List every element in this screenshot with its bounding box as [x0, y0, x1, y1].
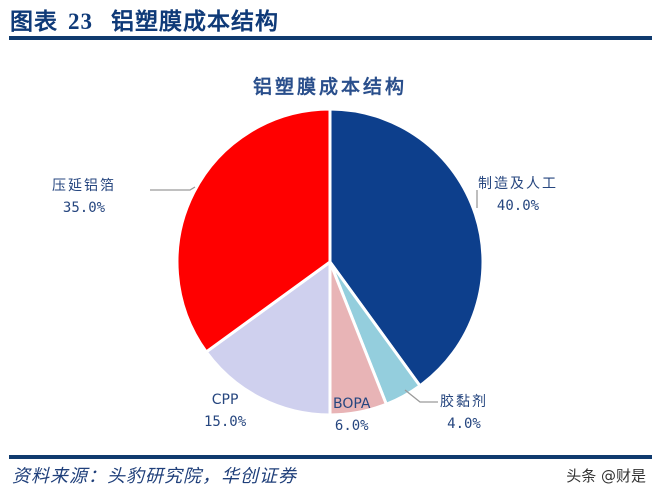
label-adhesive: 胶黏剂 4.0% [440, 394, 488, 432]
chart-title: 铝塑膜成本结构 [252, 76, 407, 98]
label-bopa: BOPA 6.0% [333, 396, 371, 434]
leader-line-aluminum [150, 186, 196, 191]
figure-number: 23 [68, 9, 93, 34]
label-aluminum-foil: 压延铝箔 35.0% [52, 178, 116, 216]
leader-line-adhesive [404, 389, 438, 403]
pie-slice [175, 107, 332, 354]
label-cpp: CPP 15.0% [204, 392, 247, 430]
figure-title: 图表 23 铝塑膜成本结构 [10, 2, 279, 35]
pie-slice [328, 107, 485, 388]
source-note: 资料来源：头豹研究院，华创证券 [12, 466, 297, 487]
label-manufacturing: 制造及人工 40.0% [478, 176, 558, 214]
figure-label: 图表 [10, 8, 58, 35]
pie-slice [204, 260, 332, 417]
watermark: 头条 @财是 [566, 467, 646, 485]
figure-heading: 铝塑膜成本结构 [111, 8, 279, 35]
bottom-divider [9, 455, 652, 459]
top-divider [9, 36, 652, 40]
pie-slices [175, 107, 485, 417]
leader-lines [150, 186, 478, 403]
